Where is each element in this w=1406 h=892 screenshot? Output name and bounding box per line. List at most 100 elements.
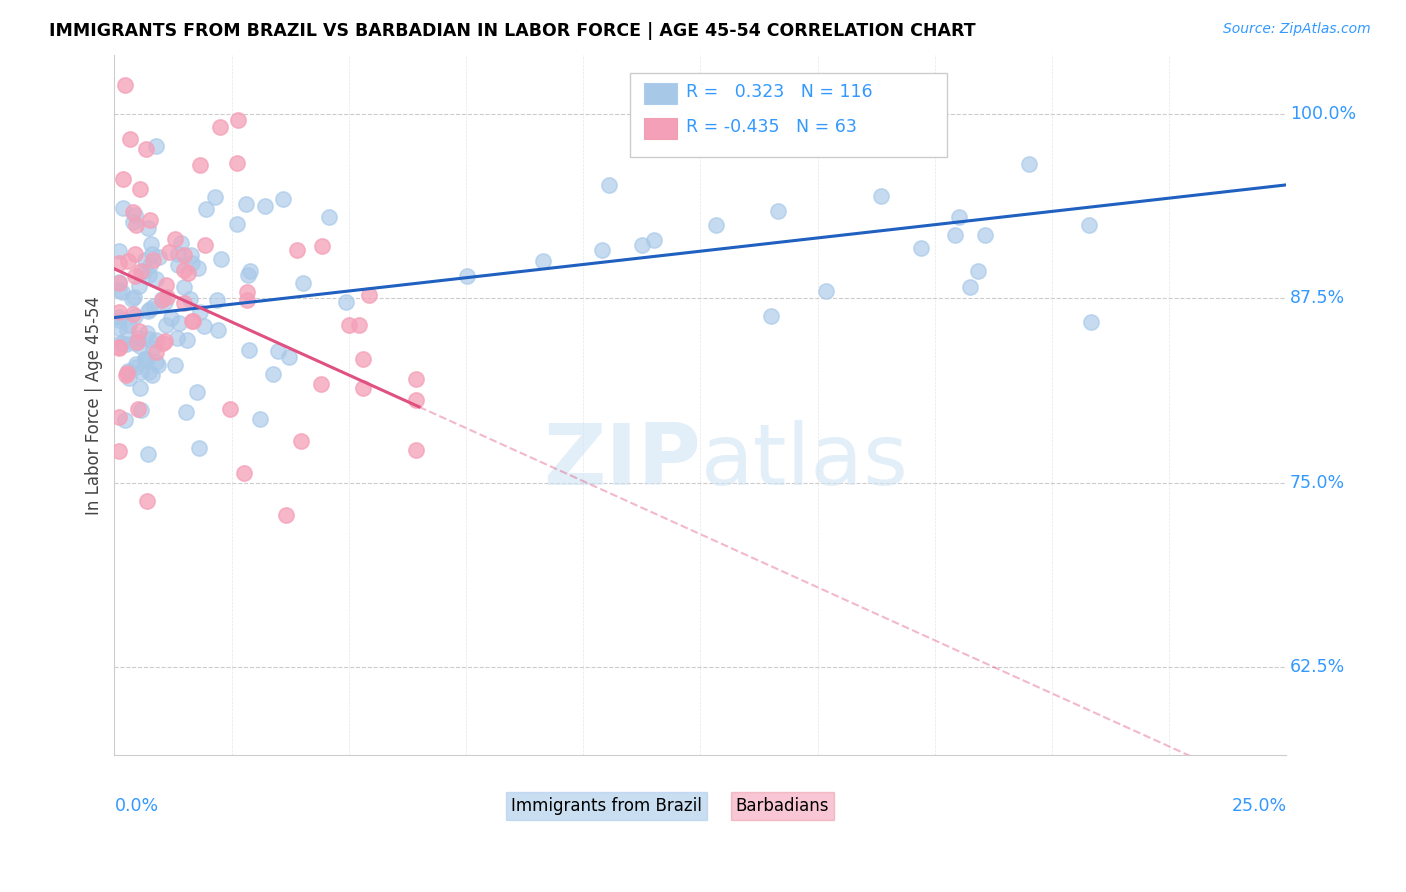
FancyBboxPatch shape — [644, 83, 678, 104]
Point — [456, 268, 478, 283]
Point — [236, 293, 259, 308]
Point — [129, 264, 152, 278]
Point — [173, 295, 195, 310]
Point — [117, 364, 139, 378]
Text: ZIP: ZIP — [543, 420, 700, 503]
Point — [405, 371, 427, 385]
Point — [129, 182, 152, 196]
Point — [121, 292, 143, 306]
Point — [139, 301, 162, 316]
Point — [125, 335, 148, 350]
Point — [145, 333, 167, 347]
Point — [141, 368, 163, 382]
Point — [180, 248, 202, 262]
Point — [167, 316, 190, 330]
Point — [121, 215, 143, 229]
Point — [155, 278, 177, 293]
Point — [204, 189, 226, 203]
Text: Source: ZipAtlas.com: Source: ZipAtlas.com — [1223, 22, 1371, 37]
Point — [131, 403, 153, 417]
Point — [291, 276, 314, 290]
Point — [166, 331, 188, 345]
Point — [274, 508, 297, 522]
Point — [134, 351, 156, 366]
Point — [122, 290, 145, 304]
Text: 25.0%: 25.0% — [1232, 797, 1286, 815]
Point — [134, 252, 156, 267]
Point — [117, 323, 139, 337]
Point — [531, 254, 554, 268]
Point — [145, 355, 167, 369]
Point — [236, 268, 259, 283]
Point — [271, 192, 294, 206]
Point — [150, 292, 173, 306]
Point — [124, 246, 146, 260]
Point — [115, 366, 138, 380]
Point — [135, 352, 157, 367]
Point — [193, 319, 215, 334]
Point — [111, 202, 134, 216]
Point — [108, 340, 131, 354]
Point — [108, 313, 131, 327]
Point — [181, 314, 204, 328]
Point — [290, 434, 312, 449]
Point — [311, 239, 333, 253]
Point — [111, 285, 134, 300]
Point — [114, 337, 136, 351]
Text: R = -0.435   N = 63: R = -0.435 N = 63 — [686, 119, 858, 136]
Point — [405, 393, 427, 408]
Point — [1077, 218, 1099, 232]
Point — [226, 112, 249, 127]
Point — [195, 202, 218, 217]
Point — [124, 309, 146, 323]
Point — [118, 371, 141, 385]
Point — [129, 381, 152, 395]
Point — [163, 358, 186, 372]
Point — [114, 78, 136, 92]
Point — [233, 466, 256, 480]
Point — [145, 345, 167, 359]
Point — [141, 247, 163, 261]
Point — [759, 309, 782, 323]
Point — [235, 197, 257, 211]
Point — [174, 405, 197, 419]
Point — [166, 247, 188, 261]
Text: R =   0.323   N = 116: R = 0.323 N = 116 — [686, 83, 873, 102]
Text: 87.5%: 87.5% — [1289, 289, 1346, 308]
Point — [142, 341, 165, 355]
Point — [136, 493, 159, 508]
Point — [262, 367, 284, 381]
Point — [339, 318, 361, 332]
Point — [118, 318, 141, 332]
Point — [226, 156, 249, 170]
Point — [176, 266, 198, 280]
Point — [124, 335, 146, 350]
Point — [108, 275, 131, 289]
Point — [181, 256, 204, 270]
Point — [910, 242, 932, 256]
Point — [128, 279, 150, 293]
Point — [108, 305, 131, 319]
Point — [157, 245, 180, 260]
Point — [135, 326, 157, 340]
Point — [188, 441, 211, 455]
Point — [349, 318, 371, 332]
Point — [253, 199, 276, 213]
Point — [249, 412, 271, 426]
Point — [352, 352, 374, 367]
Point — [142, 252, 165, 267]
Point — [111, 336, 134, 351]
Point — [134, 264, 156, 278]
Point — [108, 244, 131, 258]
Point — [108, 409, 131, 424]
Point — [357, 288, 380, 302]
Point — [129, 365, 152, 379]
Point — [117, 253, 139, 268]
Point — [1080, 315, 1102, 329]
Point — [139, 212, 162, 227]
Point — [122, 307, 145, 321]
Point — [115, 368, 138, 382]
Point — [114, 413, 136, 427]
Point — [108, 443, 131, 458]
Point — [643, 233, 665, 247]
